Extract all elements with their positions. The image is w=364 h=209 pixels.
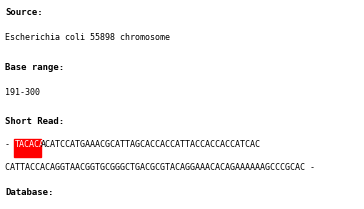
Text: TACACA: TACACA	[14, 140, 44, 149]
Text: Database:: Database:	[5, 188, 54, 197]
Text: CATTACCACAGGTAACGGTGCGGGCTGACGCGTACAGGAAACACAGAAAAAAGCCCGCAC -: CATTACCACAGGTAACGGTGCGGGCTGACGCGTACAGGAA…	[5, 163, 316, 172]
Text: Short Read:: Short Read:	[5, 117, 64, 126]
Text: ACATCCATGAAACGCATTAGCACCACCATTACCACCACCATCAC: ACATCCATGAAACGCATTAGCACCACCATTACCACCACCA…	[41, 140, 261, 149]
FancyBboxPatch shape	[14, 139, 41, 157]
Text: 191-300: 191-300	[5, 88, 40, 97]
Text: Source:: Source:	[5, 8, 43, 17]
Text: -: -	[5, 140, 15, 149]
Text: Base range:: Base range:	[5, 63, 64, 72]
Text: Escherichia coli 55898 chromosome: Escherichia coli 55898 chromosome	[5, 33, 170, 42]
